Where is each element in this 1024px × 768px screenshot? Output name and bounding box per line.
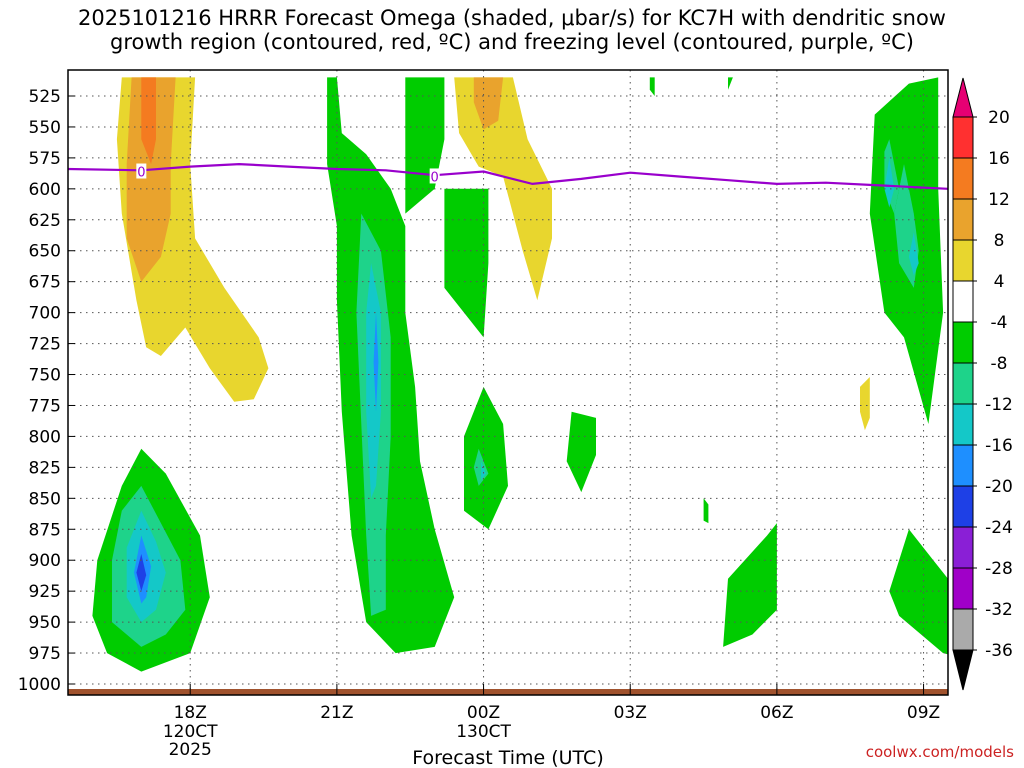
x-tick-date: 130CT	[456, 722, 511, 742]
x-tick-label: 09Z	[907, 703, 940, 723]
omega-region	[444, 188, 489, 338]
title-line-2: growth region (contoured, red, ºC) and f…	[110, 30, 914, 54]
credit-text: coolwx.com/models	[866, 743, 1014, 761]
omega-region	[126, 77, 176, 282]
chart-title: 2025101216 HRRR Forecast Omega (shaded, …	[0, 6, 1024, 54]
colorbar-label: -4	[991, 313, 1008, 333]
colorbar-top-arrow	[952, 77, 974, 118]
y-tick-label: 925	[29, 582, 61, 602]
y-tick-label: 650	[29, 242, 61, 262]
y-axis: 525 550 575 600 625 650 675 700 725 750 775 800 825 8…	[18, 87, 75, 695]
y-tick-label: 975	[29, 644, 61, 664]
y-tick-label: 825	[29, 458, 61, 478]
omega-region	[884, 157, 895, 208]
colorbar-segment	[952, 608, 974, 651]
y-tick-label: 700	[29, 304, 61, 324]
omega-region	[373, 312, 379, 412]
freezing-level-line	[68, 162, 948, 190]
freezing-level-label: 0	[137, 166, 145, 181]
plot-frame	[67, 69, 949, 696]
colorbar-segment	[952, 567, 974, 610]
x-tick-label: 03Z	[614, 703, 647, 723]
omega-region	[473, 77, 504, 130]
title-line-1: 2025101216 HRRR Forecast Omega (shaded, …	[78, 6, 946, 30]
omega-region	[136, 554, 147, 592]
y-tick-label: 675	[29, 273, 61, 293]
y-tick-label: 575	[29, 149, 61, 169]
y-tick-label: 1000	[18, 675, 61, 695]
colorbar-segment	[952, 198, 974, 241]
colorbar-label: -36	[985, 641, 1013, 661]
ground-surface	[68, 689, 948, 695]
colorbar-label: -32	[985, 600, 1013, 620]
freezing-level-label: 0	[431, 170, 439, 185]
colorbar: 20 16 12 8 4 -4 -8 -12 -16 -20 -24 -28 -32 -36	[952, 77, 1013, 691]
y-tick-label: 600	[29, 180, 61, 200]
colorbar-label: -16	[985, 436, 1013, 456]
colorbar-segment	[952, 116, 974, 159]
y-tick-label: 800	[29, 427, 61, 447]
x-tick-label: 06Z	[760, 703, 793, 723]
omega-region	[141, 77, 156, 165]
y-tick-label: 775	[29, 396, 61, 416]
x-tick-date: 120CT	[163, 722, 218, 742]
colorbar-label: -28	[985, 559, 1013, 579]
colorbar-segment	[952, 526, 974, 569]
omega-region	[464, 386, 508, 530]
omega-region	[454, 77, 552, 301]
colorbar-label: -8	[991, 354, 1008, 374]
omega-region	[366, 263, 381, 499]
omega-region	[860, 377, 870, 431]
x-tick-label: 18Z	[174, 703, 207, 723]
y-tick-label: 850	[29, 489, 61, 509]
colorbar-segment	[952, 321, 974, 364]
y-tick-label: 750	[29, 366, 61, 386]
y-tick-label: 875	[29, 520, 61, 540]
colorbar-bottom-arrow	[952, 649, 974, 691]
contour-label-bg	[136, 163, 147, 179]
colorbar-segment	[952, 280, 974, 323]
colorbar-label: 4	[994, 272, 1005, 292]
y-tick-label: 950	[29, 613, 61, 633]
colorbar-label: 8	[994, 231, 1005, 251]
x-tick-label: 21Z	[320, 703, 353, 723]
y-tick-label: 625	[29, 211, 61, 231]
omega-shading	[92, 77, 948, 672]
omega-region	[481, 461, 486, 480]
x-tick-year: 2025	[169, 740, 212, 760]
omega-region	[728, 77, 733, 90]
colorbar-label: -20	[985, 477, 1013, 497]
colorbar-segment	[952, 239, 974, 282]
x-axis-label: Forecast Time (UTC)	[412, 747, 603, 768]
omega-region	[566, 411, 596, 493]
colorbar-segment	[952, 485, 974, 528]
omega-region	[723, 523, 777, 647]
colorbar-label: -24	[985, 518, 1013, 538]
colorbar-segment	[952, 403, 974, 446]
omega-region	[649, 77, 655, 96]
colorbar-label: 20	[988, 108, 1010, 128]
x-tick-label: 00Z	[467, 703, 500, 723]
colorbar-label: -12	[985, 395, 1013, 415]
omega-region	[405, 77, 445, 214]
y-tick-label: 725	[29, 335, 61, 355]
omega-region	[473, 448, 489, 486]
grid-lines	[68, 70, 948, 690]
colorbar-label: 16	[988, 149, 1010, 169]
y-tick-label: 550	[29, 118, 61, 138]
omega-region	[908, 232, 919, 276]
omega-region	[703, 498, 709, 524]
colorbar-label: 12	[988, 190, 1010, 210]
y-tick-label: 525	[29, 87, 61, 107]
colorbar-segment	[952, 362, 974, 405]
contour-label-bg	[429, 168, 440, 184]
y-tick-label: 900	[29, 551, 61, 571]
colorbar-segment	[952, 157, 974, 200]
colorbar-segment	[952, 444, 974, 487]
